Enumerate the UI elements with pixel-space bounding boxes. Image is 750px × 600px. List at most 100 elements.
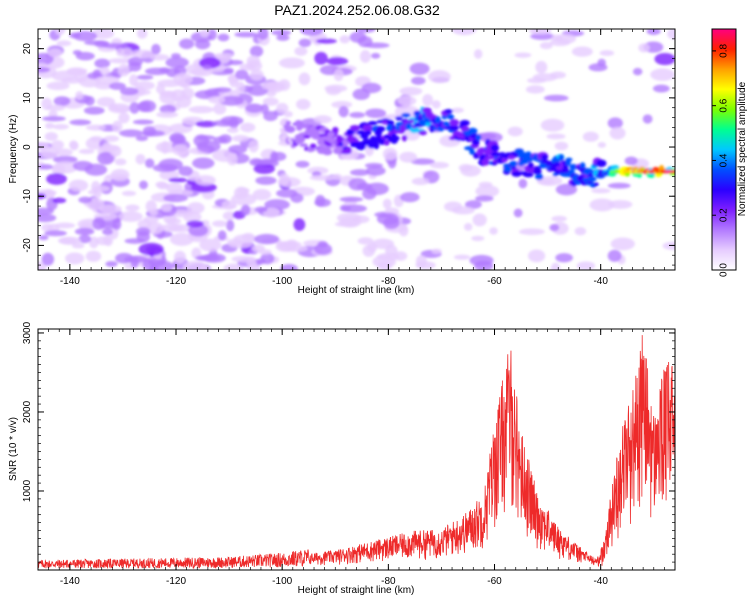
y-tick-label: 10 [22, 92, 33, 104]
spectrogram-cell [540, 118, 565, 132]
spectrogram-cell [72, 242, 85, 249]
spectrogram-cell [41, 97, 53, 111]
spectrogram-ridge-cell [579, 162, 586, 169]
spectrogram-cell [135, 154, 146, 165]
spectrogram-cell [333, 68, 344, 82]
spectrogram-cell [222, 211, 236, 221]
spectrogram-cell [121, 190, 137, 197]
spectrogram-cell [91, 29, 115, 40]
spectrogram-ridge-cell [299, 143, 308, 148]
spectrogram-cell [194, 175, 216, 186]
spectrogram-ridge-cell [470, 133, 478, 139]
spectrogram-cell [195, 254, 221, 262]
spectrogram-cell [38, 213, 57, 223]
spectrogram-ridge-cell [552, 161, 561, 168]
spectrogram-cell [451, 206, 475, 215]
spectrogram-cell [119, 129, 144, 138]
colorbar-gradient [712, 29, 736, 270]
spectrogram-ridge-cell [484, 155, 496, 160]
spectrogram-cell [642, 114, 653, 124]
spectrogram-cell [125, 204, 140, 212]
spectrogram-ridge-cell [533, 169, 542, 175]
spectrogram-ridge-cell [518, 151, 528, 159]
spectrogram-cell [84, 96, 95, 106]
spectrogram-cell [165, 56, 189, 68]
spectrogram-cell [98, 204, 122, 214]
spectrogram-cell [101, 43, 128, 49]
spectrogram-cell [171, 53, 181, 59]
spectrogram-cell [382, 198, 392, 209]
spectrogram-cell [489, 227, 498, 235]
spectrogram-cell [248, 140, 259, 153]
spectrogram-cell [188, 224, 209, 237]
spectrogram-cell [151, 43, 161, 55]
spectrogram-cell [102, 228, 113, 236]
y-tick-label: 3000 [22, 321, 33, 344]
spectrogram-cell [535, 60, 548, 74]
spectrogram-ridge-cell [541, 154, 549, 160]
spectrogram-cell [348, 177, 367, 191]
spectrogram-cell [202, 64, 212, 70]
spectrogram-cell [223, 263, 244, 270]
spectrogram-ridge-cell [442, 121, 451, 127]
spectrogram-cell [132, 119, 154, 125]
spectrogram-ridge-cell [383, 139, 390, 146]
spectrogram-cell [262, 97, 279, 106]
spectrogram-ridge-cell [476, 134, 482, 141]
spectrogram-cell [394, 105, 420, 118]
spectrogram-cell [576, 261, 596, 270]
spectrogram-cell [41, 252, 55, 266]
snr-xlabel: Height of straight line (km) [298, 585, 415, 596]
snr-y-ticks: 1000 2000 3000 [22, 321, 675, 502]
spectrogram-cell [105, 260, 118, 267]
spectrogram-cell [48, 110, 58, 118]
spectrogram-cell [53, 96, 71, 106]
spectrogram-cell [313, 115, 332, 124]
spectrogram-ridge-cell [309, 143, 317, 149]
spectrogram-ridge-cell [349, 124, 361, 131]
x-tick-label: -120 [166, 276, 186, 287]
spectrogram-cell [646, 29, 661, 36]
spectrogram-ridge-cell [332, 126, 339, 134]
spectrogram-cell [136, 74, 154, 80]
spectrogram-cell [554, 141, 569, 151]
spectrogram-cell [99, 66, 110, 76]
colorbar-frame [711, 28, 737, 271]
spectrogram-cell [159, 223, 184, 232]
spectrogram-cell [361, 82, 382, 94]
spectrogram-cell [309, 174, 336, 181]
spectrogram-cell [213, 87, 232, 93]
spectrogram-cell [94, 75, 120, 85]
spectrogram-cell [103, 135, 120, 142]
spectrogram-cell [217, 230, 227, 241]
spectrogram-cell [518, 178, 528, 189]
spectrogram-cell [212, 220, 228, 227]
x-tick-label: -140 [60, 576, 80, 587]
spectrogram-cell [226, 219, 235, 232]
spectrogram-cell [46, 173, 67, 185]
spectrogram-cell [607, 182, 631, 189]
spectrogram-ridge-cell [322, 148, 333, 156]
spectrogram-cell [255, 176, 277, 185]
spectrogram-ridge-cell [469, 149, 475, 155]
spectrogram-cell [397, 95, 417, 106]
spectrogram-cell [296, 98, 311, 110]
spectrogram-cell [228, 240, 253, 249]
spectrogram-cell [276, 102, 289, 114]
spectrogram-cell [582, 131, 599, 142]
x-tick-label: -60 [487, 276, 502, 287]
spectrogram-ridge-cell [375, 125, 386, 132]
spectrogram-cell [453, 254, 471, 260]
spectrogram-cell [158, 158, 183, 171]
spectrogram-cell [638, 43, 650, 53]
snr-series-line [38, 335, 675, 570]
spectrogram-cell [314, 243, 333, 255]
spectrogram-ridge-cell [345, 147, 352, 153]
spectrogram-cell [195, 120, 218, 128]
spectrogram-cell [588, 63, 608, 72]
spectrogram-cell [285, 245, 308, 252]
spectrogram-cell [61, 77, 83, 84]
spectrogram-cell [599, 50, 615, 56]
spectrogram-ridge-cell [490, 151, 501, 157]
spectrogram-ridge-cell [355, 144, 366, 151]
